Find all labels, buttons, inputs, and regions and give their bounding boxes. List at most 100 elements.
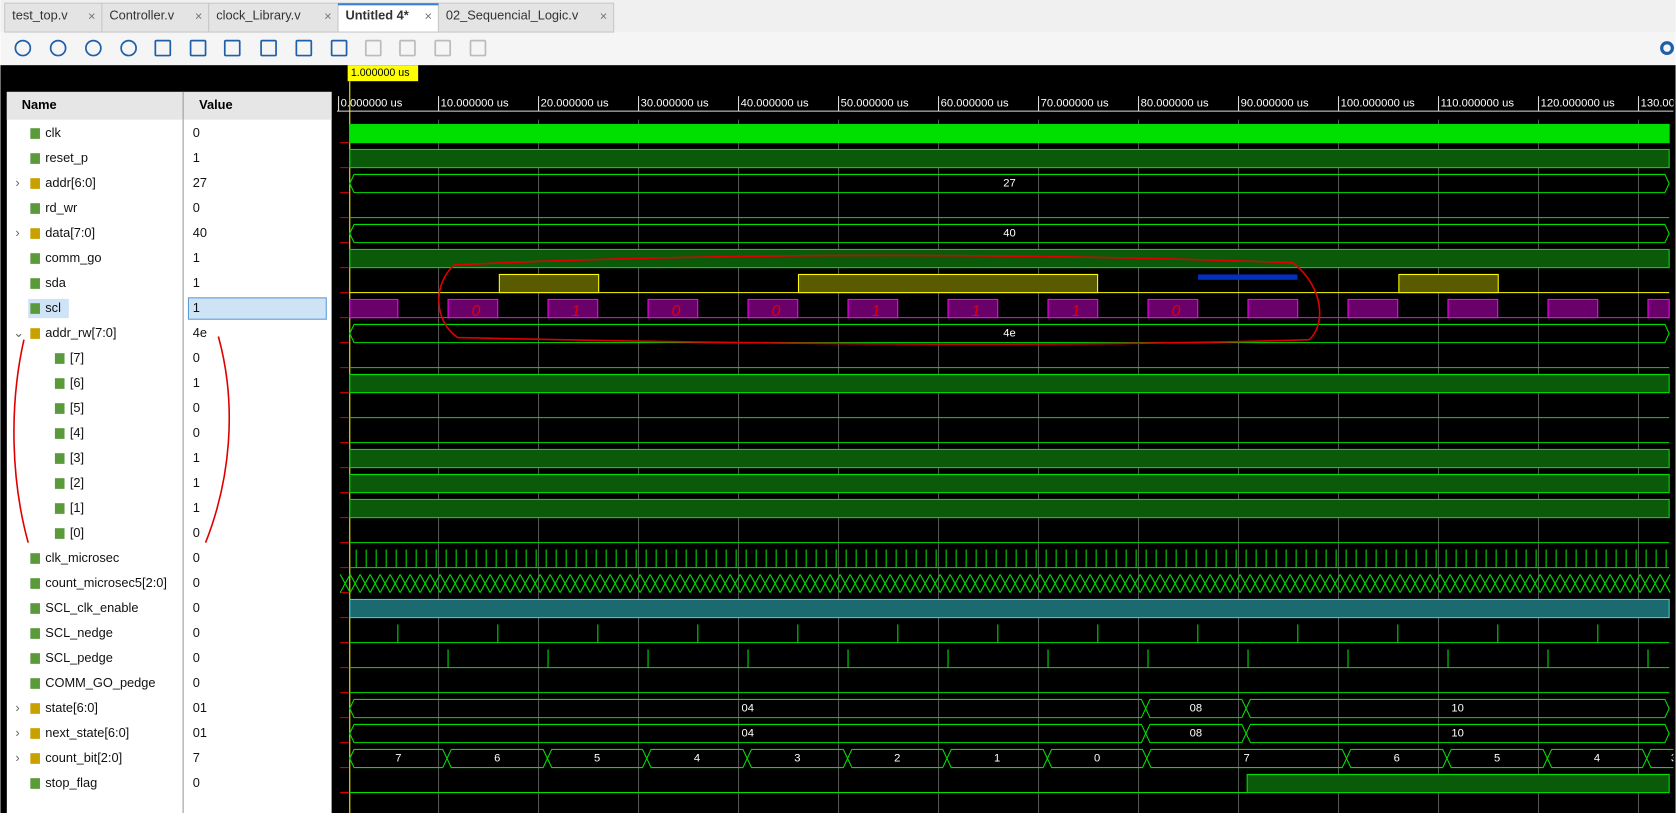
signal-name[interactable]: addr[6:0] xyxy=(45,175,96,190)
bus-value: 4 xyxy=(694,752,700,764)
signal-name[interactable]: state[6:0] xyxy=(45,700,98,715)
bus-cross xyxy=(1549,574,1561,593)
bus-cross xyxy=(909,574,921,593)
signal-name[interactable]: [5] xyxy=(70,400,84,415)
signal-name[interactable]: [7] xyxy=(70,350,84,365)
tab[interactable] xyxy=(4,2,103,33)
expand-toggle[interactable]: ⌄ xyxy=(13,325,24,340)
tab[interactable] xyxy=(437,2,615,33)
toolbar-button[interactable] xyxy=(469,39,487,57)
signal-name[interactable]: SCL_clk_enable xyxy=(45,600,138,615)
time-tick-label: 90.000000 us xyxy=(1241,98,1309,110)
toolbar-button[interactable] xyxy=(223,39,241,57)
bus-cross xyxy=(1309,574,1321,593)
toolbar-button[interactable] xyxy=(364,39,382,57)
bus-cross xyxy=(579,574,591,593)
bus-cross xyxy=(629,574,641,593)
toolbar xyxy=(0,32,1676,66)
toolbar-button[interactable] xyxy=(260,39,277,57)
bus-cross xyxy=(1359,574,1371,593)
signal-name[interactable]: [6] xyxy=(70,375,84,390)
toolbar-button[interactable] xyxy=(14,39,32,57)
signal-name[interactable]: count_microsec5[2:0] xyxy=(45,575,167,590)
toolbar-button[interactable] xyxy=(49,39,67,57)
tab[interactable] xyxy=(101,2,210,33)
expand-toggle[interactable]: › xyxy=(15,725,19,740)
bus-cross xyxy=(1559,574,1571,593)
waveforms: 0.000000 us 10.000000 us 20.000000 us 30.00… xyxy=(336,96,1674,813)
wave-high xyxy=(1247,298,1299,319)
toolbar-button[interactable] xyxy=(330,39,348,57)
bus-cross xyxy=(1509,574,1521,593)
tab-close[interactable]: × xyxy=(88,8,95,23)
signal-name[interactable]: [4] xyxy=(70,425,84,440)
bus-cross xyxy=(1009,574,1021,593)
signal-name[interactable]: [1] xyxy=(70,500,84,515)
bus-cross xyxy=(1579,574,1591,593)
bus-value: 08 xyxy=(1190,727,1202,739)
tab-close[interactable]: × xyxy=(425,8,432,23)
signal-name[interactable]: data[7:0] xyxy=(45,225,95,240)
tab-close[interactable]: × xyxy=(324,8,331,23)
signal-value: 0 xyxy=(193,775,200,790)
signal-name[interactable]: [2] xyxy=(70,475,84,490)
toolbar-button[interactable] xyxy=(434,39,452,57)
signal-icon xyxy=(54,353,65,364)
signal-name[interactable]: next_state[6:0] xyxy=(45,725,129,740)
signal-name[interactable]: clk_microsec xyxy=(45,550,120,565)
signal-name[interactable]: comm_go xyxy=(45,250,101,265)
signal-name[interactable]: clk xyxy=(45,125,61,140)
bus-cross xyxy=(1569,574,1581,593)
toolbar-button[interactable] xyxy=(85,39,102,57)
bus-cross xyxy=(1439,574,1451,593)
wave-high xyxy=(349,123,1670,144)
bus-cross xyxy=(449,574,461,593)
bus-cross xyxy=(1519,574,1531,593)
signal-name[interactable]: COMM_GO_pedge xyxy=(45,675,155,690)
bus-cross xyxy=(799,574,811,593)
signal-name[interactable]: rd_wr xyxy=(45,200,78,215)
bus-cross xyxy=(559,574,571,593)
signal-name[interactable]: SCL_pedge xyxy=(45,650,113,665)
signal-name[interactable]: [3] xyxy=(70,450,84,465)
signal-name[interactable]: SCL_nedge xyxy=(45,625,113,640)
tab[interactable] xyxy=(208,2,339,33)
bus-cross xyxy=(1269,574,1281,593)
signal-icon xyxy=(30,253,40,264)
time-tick-label: 120.000000 us xyxy=(1541,98,1616,110)
tab-close[interactable]: × xyxy=(195,8,202,23)
signal-name[interactable]: addr_rw[7:0] xyxy=(45,325,116,340)
signal-name[interactable]: count_bit[2:0] xyxy=(45,750,122,765)
toolbar-button[interactable] xyxy=(154,39,172,57)
expand-toggle[interactable]: › xyxy=(15,750,19,765)
signal-name[interactable]: reset_p xyxy=(45,150,88,165)
bus-cross xyxy=(1229,574,1241,593)
bus-value: 0 xyxy=(1094,752,1100,764)
signal-icon xyxy=(54,403,65,414)
signal-value: 0 xyxy=(193,675,200,690)
expand-toggle[interactable]: › xyxy=(15,225,19,240)
signal-name[interactable]: sda xyxy=(45,275,67,290)
wave-high xyxy=(1447,298,1499,319)
bus-cross xyxy=(1629,574,1641,593)
bus-cross xyxy=(1249,574,1261,593)
bus-cross xyxy=(339,574,351,593)
wave-high xyxy=(349,448,1670,469)
toolbar-button[interactable] xyxy=(399,39,416,57)
signal-name[interactable]: [0] xyxy=(70,525,84,540)
bus-cross xyxy=(1039,574,1051,593)
tab-close[interactable]: × xyxy=(600,8,607,23)
expand-toggle[interactable]: › xyxy=(15,700,19,715)
expand-toggle[interactable]: › xyxy=(15,175,19,190)
signal-name[interactable]: scl xyxy=(45,300,61,315)
toolbar-button[interactable] xyxy=(295,39,313,57)
bus-value: 4 xyxy=(1594,752,1600,764)
toolbar-button[interactable] xyxy=(189,39,207,57)
settings-button[interactable] xyxy=(1660,41,1674,56)
signal-icon xyxy=(30,578,40,589)
bus-cross xyxy=(949,574,961,593)
signal-icon xyxy=(54,453,65,464)
bus-cross xyxy=(1049,574,1061,593)
signal-name[interactable]: stop_flag xyxy=(45,775,97,790)
toolbar-button[interactable] xyxy=(120,39,137,57)
